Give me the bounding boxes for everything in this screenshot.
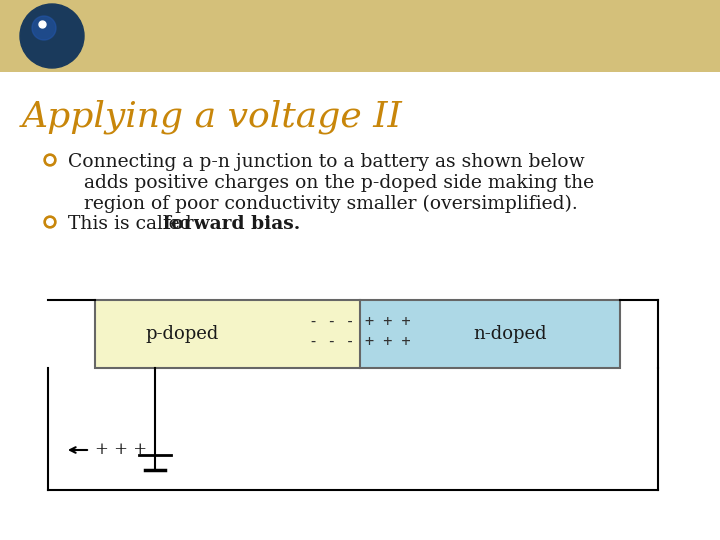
Text: - - -: - - - (309, 334, 355, 349)
Bar (360, 300, 620, 368)
Text: + + +: + + + (365, 314, 411, 329)
Text: This is called: This is called (68, 215, 197, 233)
Circle shape (44, 216, 56, 228)
Text: n-doped: n-doped (473, 325, 546, 343)
Bar (0, 0, 720, 72)
Text: region of poor conductivity smaller (oversimplified).: region of poor conductivity smaller (ove… (84, 195, 577, 213)
Circle shape (44, 154, 56, 166)
Text: adds positive charges on the p-doped side making the: adds positive charges on the p-doped sid… (84, 174, 594, 192)
Text: Applying a voltage II: Applying a voltage II (22, 100, 402, 134)
Circle shape (47, 157, 53, 163)
Circle shape (20, 4, 84, 68)
Circle shape (32, 16, 56, 40)
Text: forward bias.: forward bias. (163, 215, 300, 233)
Text: - - -: - - - (309, 314, 355, 329)
Text: + + +: + + + (365, 334, 411, 349)
Text: Connecting a p-n junction to a battery as shown below: Connecting a p-n junction to a battery a… (68, 153, 585, 171)
Bar (95, 300, 620, 368)
Text: + + +: + + + (95, 442, 147, 458)
Text: p-doped: p-doped (145, 325, 218, 343)
Circle shape (47, 219, 53, 225)
Bar (95, 300, 360, 368)
